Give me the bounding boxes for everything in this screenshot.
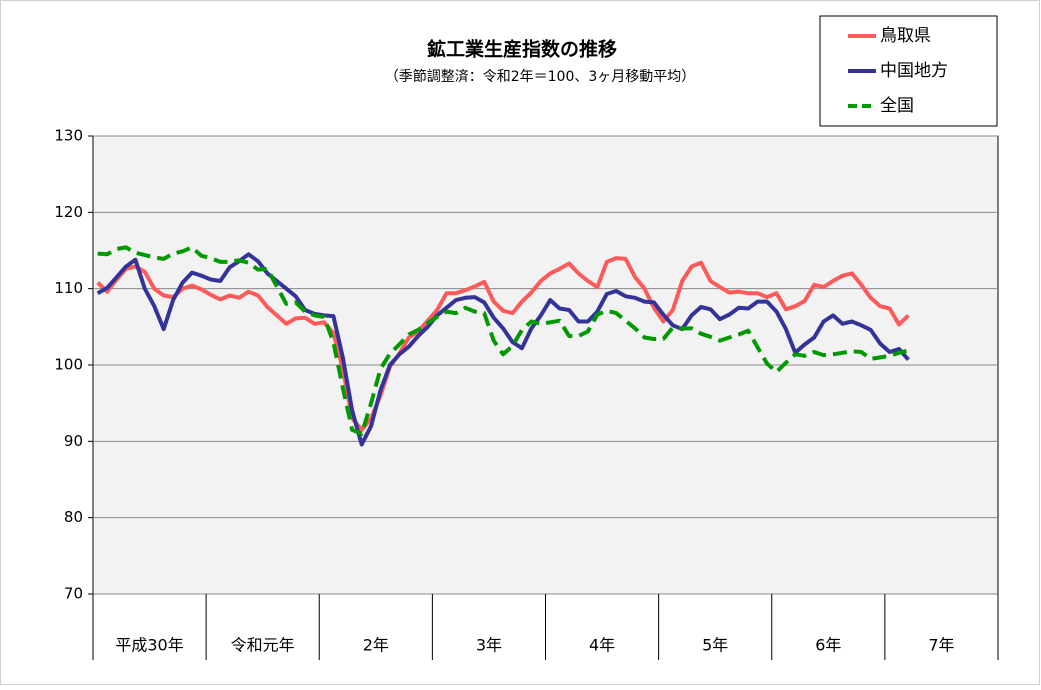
x-tick-label: 3年 (476, 636, 502, 655)
y-tick-label: 130 (54, 127, 83, 145)
series-line (97, 245, 909, 436)
x-tick-label: 4年 (589, 636, 615, 655)
series-line (96, 252, 910, 447)
legend-label: 鳥取県 (880, 26, 931, 46)
x-tick-label: 令和元年 (231, 636, 295, 655)
x-tick-label: 5年 (702, 636, 728, 655)
x-tick-label: 2年 (363, 636, 389, 655)
y-tick-label: 90 (64, 432, 83, 450)
y-tick-label: 100 (54, 356, 83, 374)
y-tick-label: 80 (64, 508, 83, 526)
chart-title: 鉱工業生産指数の推移 (427, 38, 617, 61)
x-tick-label: 6年 (815, 636, 841, 655)
chart-subtitle: （季節調整済：令和2年＝100、3ヶ月移動平均） (385, 68, 696, 85)
y-tick-label: 70 (64, 585, 83, 603)
y-tick-label: 120 (54, 203, 83, 221)
x-tick-label: 7年 (928, 636, 954, 655)
legend-label: 全国 (880, 96, 914, 116)
series-line (96, 256, 910, 432)
x-tick-label: 平成30年 (115, 636, 183, 655)
legend-label: 中国地方 (880, 61, 948, 81)
y-tick-label: 110 (54, 279, 83, 297)
